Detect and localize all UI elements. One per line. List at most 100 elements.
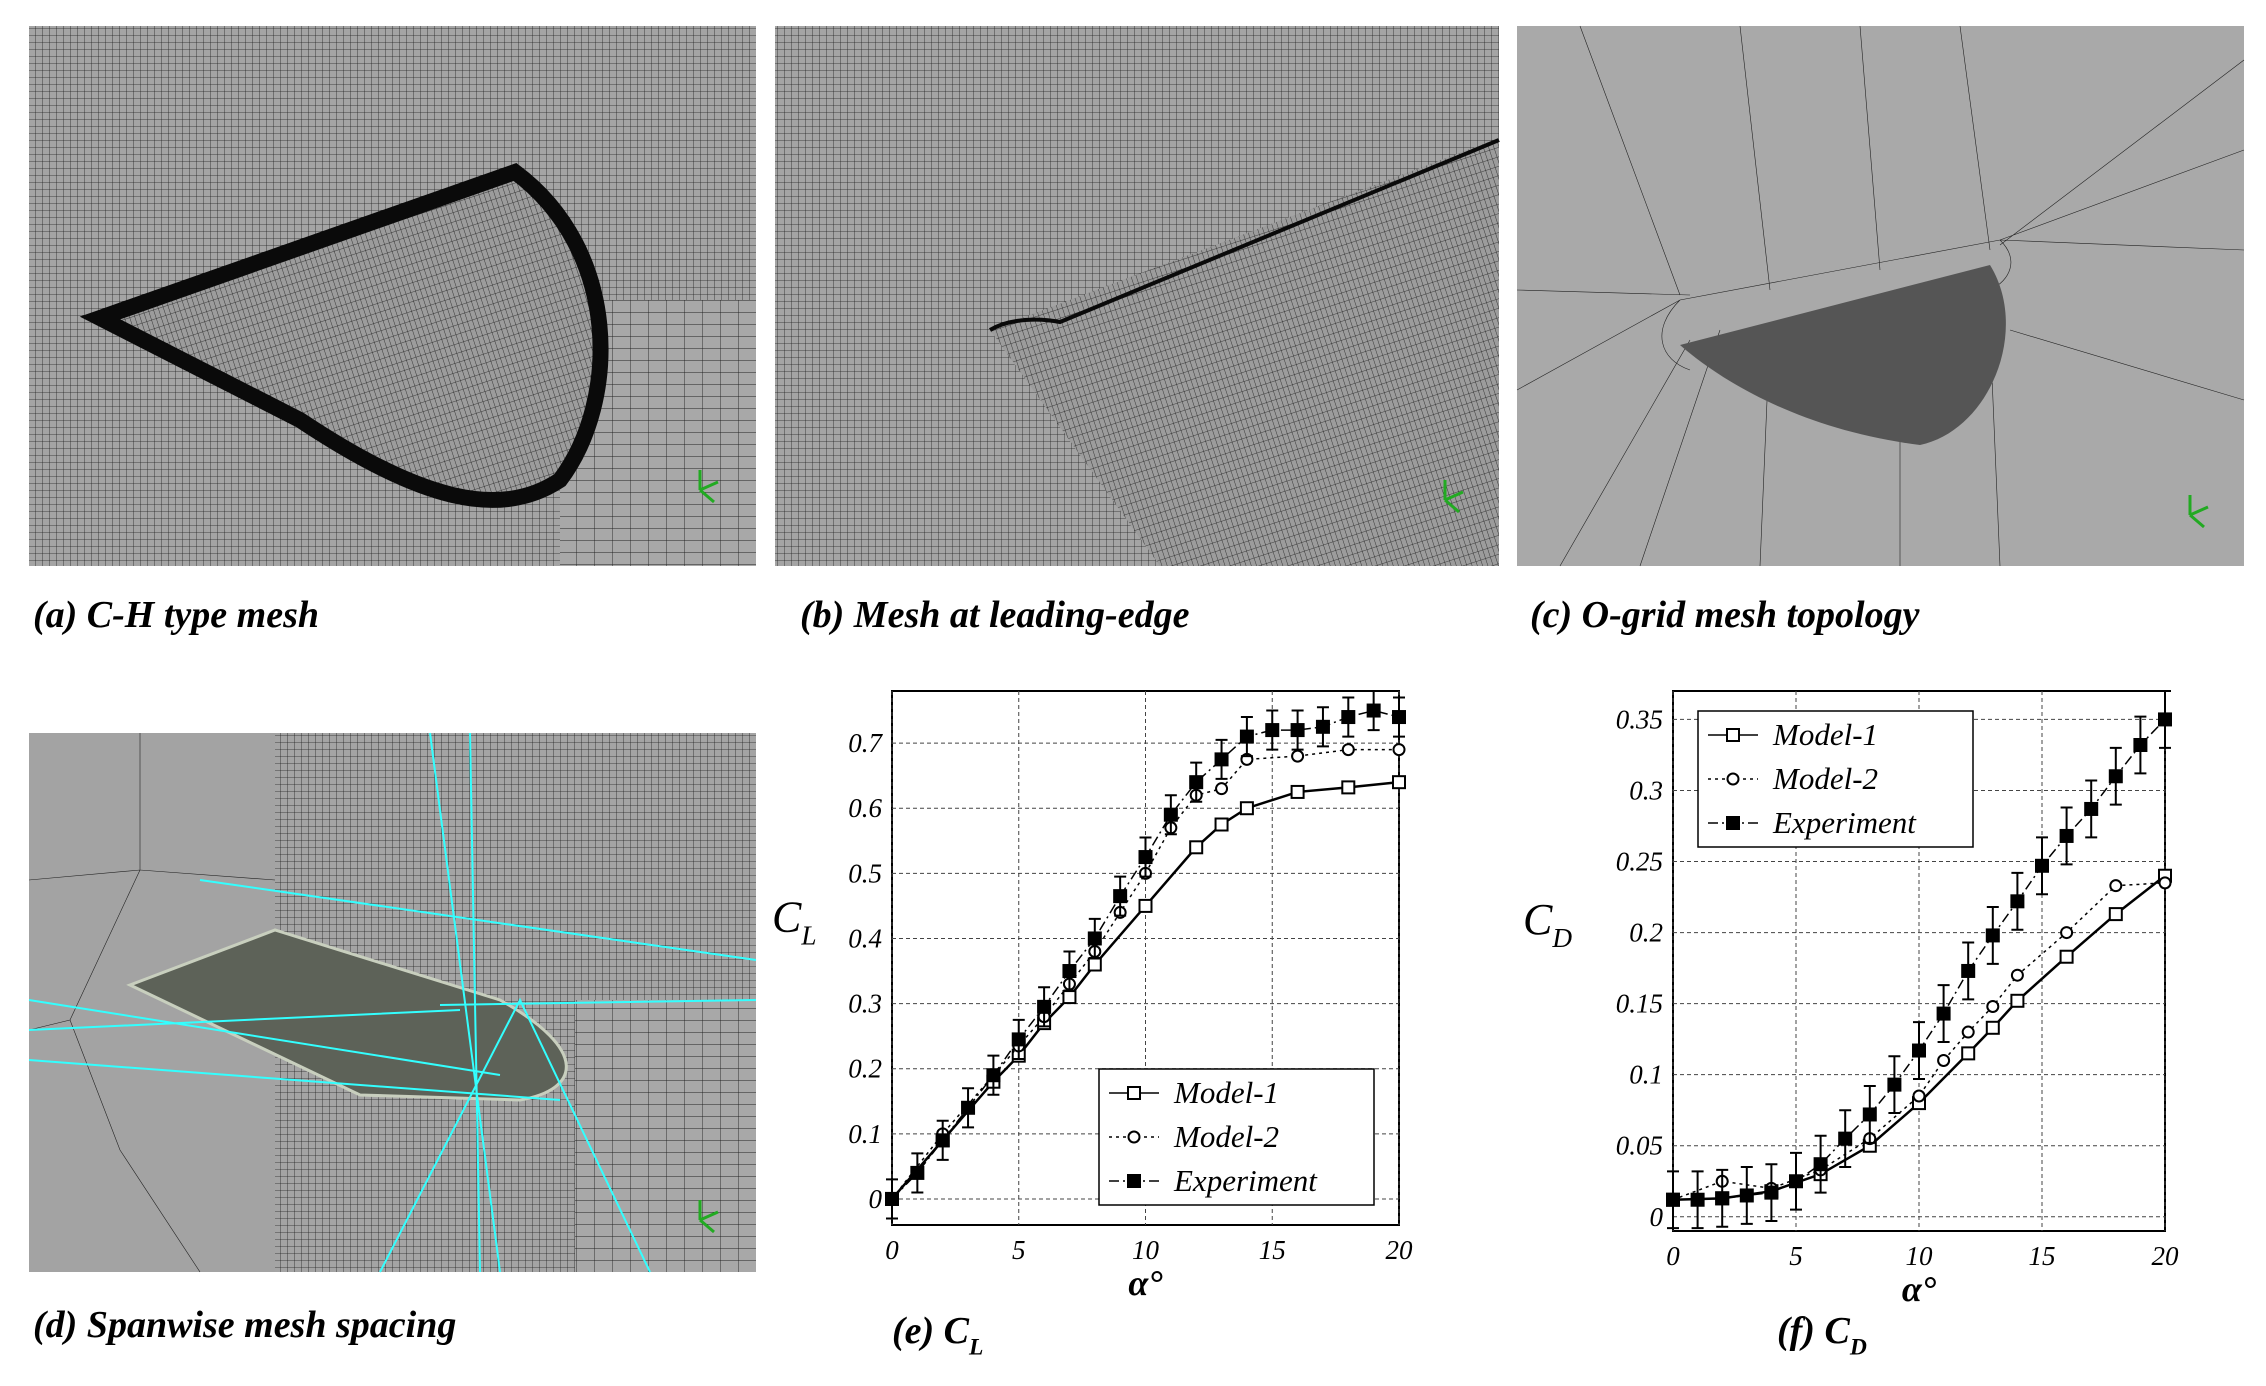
- label-subscript: L: [968, 1334, 983, 1360]
- series-line: [1672, 874, 2166, 1201]
- marker: [1985, 928, 2000, 943]
- y-tick-label: 0: [1650, 1202, 1664, 1232]
- y-tick-label: 0.35: [1616, 704, 1663, 734]
- label-subscript: D: [1551, 923, 1572, 953]
- mesh-image-d: [28, 732, 757, 1273]
- label-subscript: D: [1849, 1334, 1867, 1360]
- marker: [2133, 738, 2148, 752]
- marker: [1189, 840, 1204, 855]
- x-tick-label: 15: [1259, 1235, 1286, 1265]
- marker: [1215, 782, 1229, 796]
- marker: [1666, 1192, 1680, 1207]
- marker: [961, 1100, 976, 1115]
- marker: [2108, 907, 2123, 922]
- legend-marker: [1127, 1086, 1141, 1100]
- marker: [910, 1165, 925, 1180]
- marker: [1392, 775, 1406, 790]
- legend-label: Model-2: [1173, 1119, 1279, 1154]
- marker: [1961, 963, 1976, 978]
- y-tick-label: 0.6: [848, 793, 882, 823]
- marker: [986, 1068, 1001, 1083]
- marker: [1715, 1191, 1730, 1206]
- y-tick-label: 0.1: [1629, 1060, 1663, 1090]
- marker: [935, 1133, 950, 1148]
- series-line: [891, 748, 1399, 1200]
- marker: [1138, 898, 1153, 913]
- marker: [1961, 1046, 1976, 1061]
- caption: (c) O-grid mesh topology: [1530, 594, 1920, 636]
- marker: [1214, 817, 1229, 832]
- marker: [1189, 775, 1204, 790]
- marker: [1341, 780, 1356, 795]
- y-tick-label: 0.3: [848, 989, 882, 1019]
- marker: [1813, 1157, 1828, 1172]
- marker: [2059, 949, 2074, 964]
- marker: [2109, 879, 2123, 893]
- marker: [1239, 729, 1254, 744]
- marker: [1163, 807, 1178, 822]
- y-tick-label: 0.3: [1629, 775, 1663, 805]
- legend-marker: [1127, 1130, 1141, 1144]
- marker: [1341, 710, 1356, 725]
- marker: [2158, 876, 2172, 890]
- marker: [885, 1191, 899, 1206]
- label: C: [1523, 895, 1553, 944]
- marker: [1291, 749, 1305, 763]
- marker: [2059, 828, 2074, 843]
- marker: [1087, 931, 1102, 946]
- marker: [1366, 703, 1381, 718]
- x-tick-label: 20: [2152, 1241, 2180, 1271]
- marker: [2108, 769, 2123, 784]
- x-tick-label: 0: [1666, 1241, 1680, 1271]
- x-tick-label: 5: [1012, 1235, 1026, 1265]
- marker: [1138, 850, 1153, 865]
- legend-label: Model-1: [1173, 1075, 1279, 1110]
- x-axis-label: α°: [1128, 1263, 1163, 1303]
- marker: [1239, 801, 1254, 816]
- label: C: [772, 892, 802, 941]
- marker: [1690, 1192, 1705, 1207]
- marker: [1315, 719, 1330, 734]
- marker: [2060, 926, 2074, 940]
- marker: [1265, 723, 1280, 738]
- caption: (b) Mesh at leading-edge: [800, 594, 1190, 636]
- marker: [1011, 1032, 1026, 1047]
- marker: [1341, 743, 1355, 757]
- marker: [1392, 743, 1406, 757]
- label-subscript: L: [800, 921, 816, 951]
- y-tick-label: 0: [869, 1184, 883, 1214]
- legend-marker: [1726, 772, 1740, 786]
- marker: [1986, 999, 2000, 1013]
- mesh-image-b: [775, 26, 1500, 566]
- marker: [1838, 1131, 1853, 1146]
- marker: [2084, 801, 2099, 816]
- x-tick-label: 20: [1386, 1235, 1414, 1265]
- legend-marker: [1127, 1174, 1141, 1188]
- label: (e) C: [892, 1310, 970, 1352]
- legend-label: Model-1: [1772, 717, 1878, 752]
- legend-marker: [1726, 816, 1740, 830]
- y-tick-label: 0.1: [848, 1119, 882, 1149]
- marker: [2035, 858, 2049, 873]
- marker: [1887, 1077, 1902, 1092]
- mesh-image-a: [29, 26, 756, 566]
- marker: [1113, 889, 1128, 904]
- legend-label: Experiment: [1772, 805, 1917, 840]
- marker: [1062, 964, 1077, 979]
- legend-label: Model-2: [1772, 761, 1878, 796]
- legend-marker: [1726, 728, 1740, 742]
- marker: [1912, 1089, 1926, 1103]
- y-tick-label: 0.2: [1629, 918, 1663, 948]
- marker: [1764, 1185, 1779, 1200]
- label: (f) C: [1777, 1310, 1850, 1352]
- marker: [1062, 990, 1077, 1005]
- marker: [1739, 1188, 1754, 1203]
- caption: (d) Spanwise mesh spacing: [33, 1304, 456, 1346]
- x-tick-label: 10: [1906, 1241, 1934, 1271]
- marker: [1862, 1107, 1877, 1122]
- marker: [2010, 993, 2025, 1008]
- y-tick-label: 0.7: [848, 728, 883, 758]
- y-tick-label: 0.5: [848, 858, 882, 888]
- x-tick-label: 0: [885, 1235, 899, 1265]
